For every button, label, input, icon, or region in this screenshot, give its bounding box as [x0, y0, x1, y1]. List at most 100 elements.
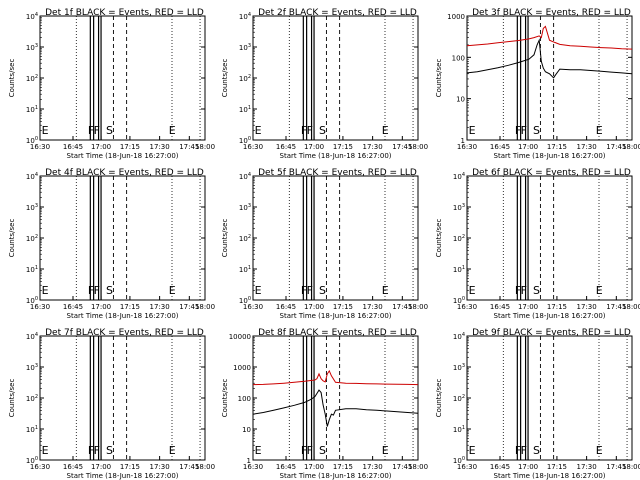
y-tick-label: 100	[453, 456, 465, 465]
y-tick-label: 10000	[229, 333, 251, 341]
event-marker-label: F	[307, 124, 313, 137]
event-marker-label: E	[42, 284, 49, 297]
event-marker-label: E	[469, 124, 476, 137]
y-tick-label: 100	[239, 296, 251, 305]
detector-panel-7: Det 7f BLACK = Events, RED = LLD Counts/s…	[8, 328, 215, 480]
panel-title: Det 2f BLACK = Events, RED = LLD	[258, 8, 417, 18]
x-tick-label: 17:00	[518, 303, 538, 311]
event-marker-label: S	[106, 444, 113, 457]
y-axis-label: Counts/sec	[435, 379, 443, 418]
x-tick-label: 17:00	[518, 463, 538, 471]
y-axis-label: Counts/sec	[435, 219, 443, 258]
detector-panel-3: Det 3f BLACK = Events, RED = LLD Counts/s…	[435, 8, 640, 160]
event-marker-label: E	[42, 444, 49, 457]
x-tick-label: 18:00	[622, 303, 640, 311]
event-marker-label: S	[319, 444, 326, 457]
x-tick-label: 17:00	[518, 143, 538, 151]
plot-frame	[466, 175, 633, 301]
event-marker-label: E	[169, 284, 176, 297]
panel-title: Det 1f BLACK = Events, RED = LLD	[45, 8, 204, 18]
plot-frame	[252, 15, 419, 141]
x-tick-label: 17:45	[606, 303, 626, 311]
x-tick-label: 17:15	[333, 463, 353, 471]
x-tick-label: 17:00	[304, 143, 324, 151]
event-marker-label: F	[88, 124, 94, 137]
y-tick-label: 104	[239, 172, 251, 181]
event-marker-label: E	[596, 284, 603, 297]
event-marker-label: E	[255, 444, 262, 457]
event-marker-label: F	[307, 444, 313, 457]
event-marker-label: F	[515, 124, 521, 137]
x-axis-label: Start Time (18-Jun-18 16:27:00)	[67, 472, 179, 480]
x-axis-label: Start Time (18-Jun-18 16:27:00)	[494, 472, 606, 480]
y-axis-label: Counts/sec	[8, 379, 16, 418]
x-axis-label: Start Time (18-Jun-18 16:27:00)	[280, 312, 392, 320]
y-tick-label: 103	[239, 203, 251, 212]
y-tick-label: 104	[26, 172, 38, 181]
y-tick-label: 103	[453, 203, 465, 212]
x-tick-label: 17:15	[120, 463, 140, 471]
detector-panel-4: Det 4f BLACK = Events, RED = LLD Counts/s…	[8, 168, 215, 320]
plot-frame	[39, 175, 206, 301]
x-tick-label: 17:00	[91, 143, 111, 151]
plot-frame	[39, 335, 206, 461]
detector-panel-5: Det 5f BLACK = Events, RED = LLD Counts/s…	[221, 168, 428, 320]
event-marker-label: F	[521, 124, 527, 137]
event-marker-label: F	[94, 124, 100, 137]
series-line-lld	[252, 369, 419, 386]
x-tick-label: 16:30	[243, 143, 263, 151]
panel-title: Det 7f BLACK = Events, RED = LLD	[45, 328, 204, 338]
x-tick-label: 18:00	[195, 303, 215, 311]
y-tick-label: 10	[242, 426, 251, 434]
y-tick-label: 101	[239, 265, 251, 274]
x-tick-label: 17:45	[606, 143, 626, 151]
event-marker-label: E	[469, 444, 476, 457]
x-tick-label: 18:00	[195, 463, 215, 471]
x-tick-label: 16:30	[30, 143, 50, 151]
y-tick-label: 102	[453, 394, 465, 403]
x-tick-label: 17:30	[363, 143, 383, 151]
x-tick-label: 16:30	[243, 303, 263, 311]
plot-frame	[252, 175, 419, 301]
event-marker-label: F	[88, 444, 94, 457]
x-tick-label: 16:45	[63, 143, 83, 151]
event-marker-label: E	[596, 444, 603, 457]
y-tick-label: 10	[456, 96, 465, 104]
y-tick-label: 104	[26, 332, 38, 341]
x-tick-label: 18:00	[195, 143, 215, 151]
x-tick-label: 17:30	[150, 143, 170, 151]
event-marker-label: F	[94, 444, 100, 457]
x-tick-label: 17:00	[304, 303, 324, 311]
panel-title: Det 8f BLACK = Events, RED = LLD	[258, 328, 417, 338]
x-tick-label: 17:30	[363, 303, 383, 311]
detector-panel-6: Det 6f BLACK = Events, RED = LLD Counts/s…	[435, 168, 640, 320]
x-tick-label: 17:30	[577, 303, 597, 311]
series-line-events	[466, 38, 633, 79]
event-marker-label: F	[521, 444, 527, 457]
x-tick-label: 18:00	[408, 303, 428, 311]
x-tick-label: 17:30	[150, 303, 170, 311]
y-axis-label: Counts/sec	[221, 219, 229, 258]
event-marker-label: E	[255, 284, 262, 297]
event-marker-label: E	[469, 284, 476, 297]
y-tick-label: 100	[238, 395, 251, 403]
x-tick-label: 17:15	[547, 463, 567, 471]
y-tick-label: 100	[26, 136, 38, 145]
event-marker-label: F	[515, 284, 521, 297]
x-tick-label: 16:30	[457, 143, 477, 151]
x-tick-label: 18:00	[408, 143, 428, 151]
detector-panel-8: Det 8f BLACK = Events, RED = LLD Counts/s…	[221, 328, 428, 480]
y-tick-label: 104	[453, 332, 465, 341]
series-line-lld	[466, 25, 633, 50]
plot-frame	[466, 15, 633, 141]
y-tick-label: 103	[239, 43, 251, 52]
y-axis-label: Counts/sec	[221, 379, 229, 418]
x-tick-label: 17:00	[91, 303, 111, 311]
y-tick-label: 104	[26, 12, 38, 21]
event-marker-label: E	[169, 124, 176, 137]
y-tick-label: 101	[239, 105, 251, 114]
y-tick-label: 103	[26, 43, 38, 52]
y-axis-label: Counts/sec	[435, 59, 443, 98]
y-tick-label: 102	[239, 234, 251, 243]
x-tick-label: 17:00	[91, 463, 111, 471]
